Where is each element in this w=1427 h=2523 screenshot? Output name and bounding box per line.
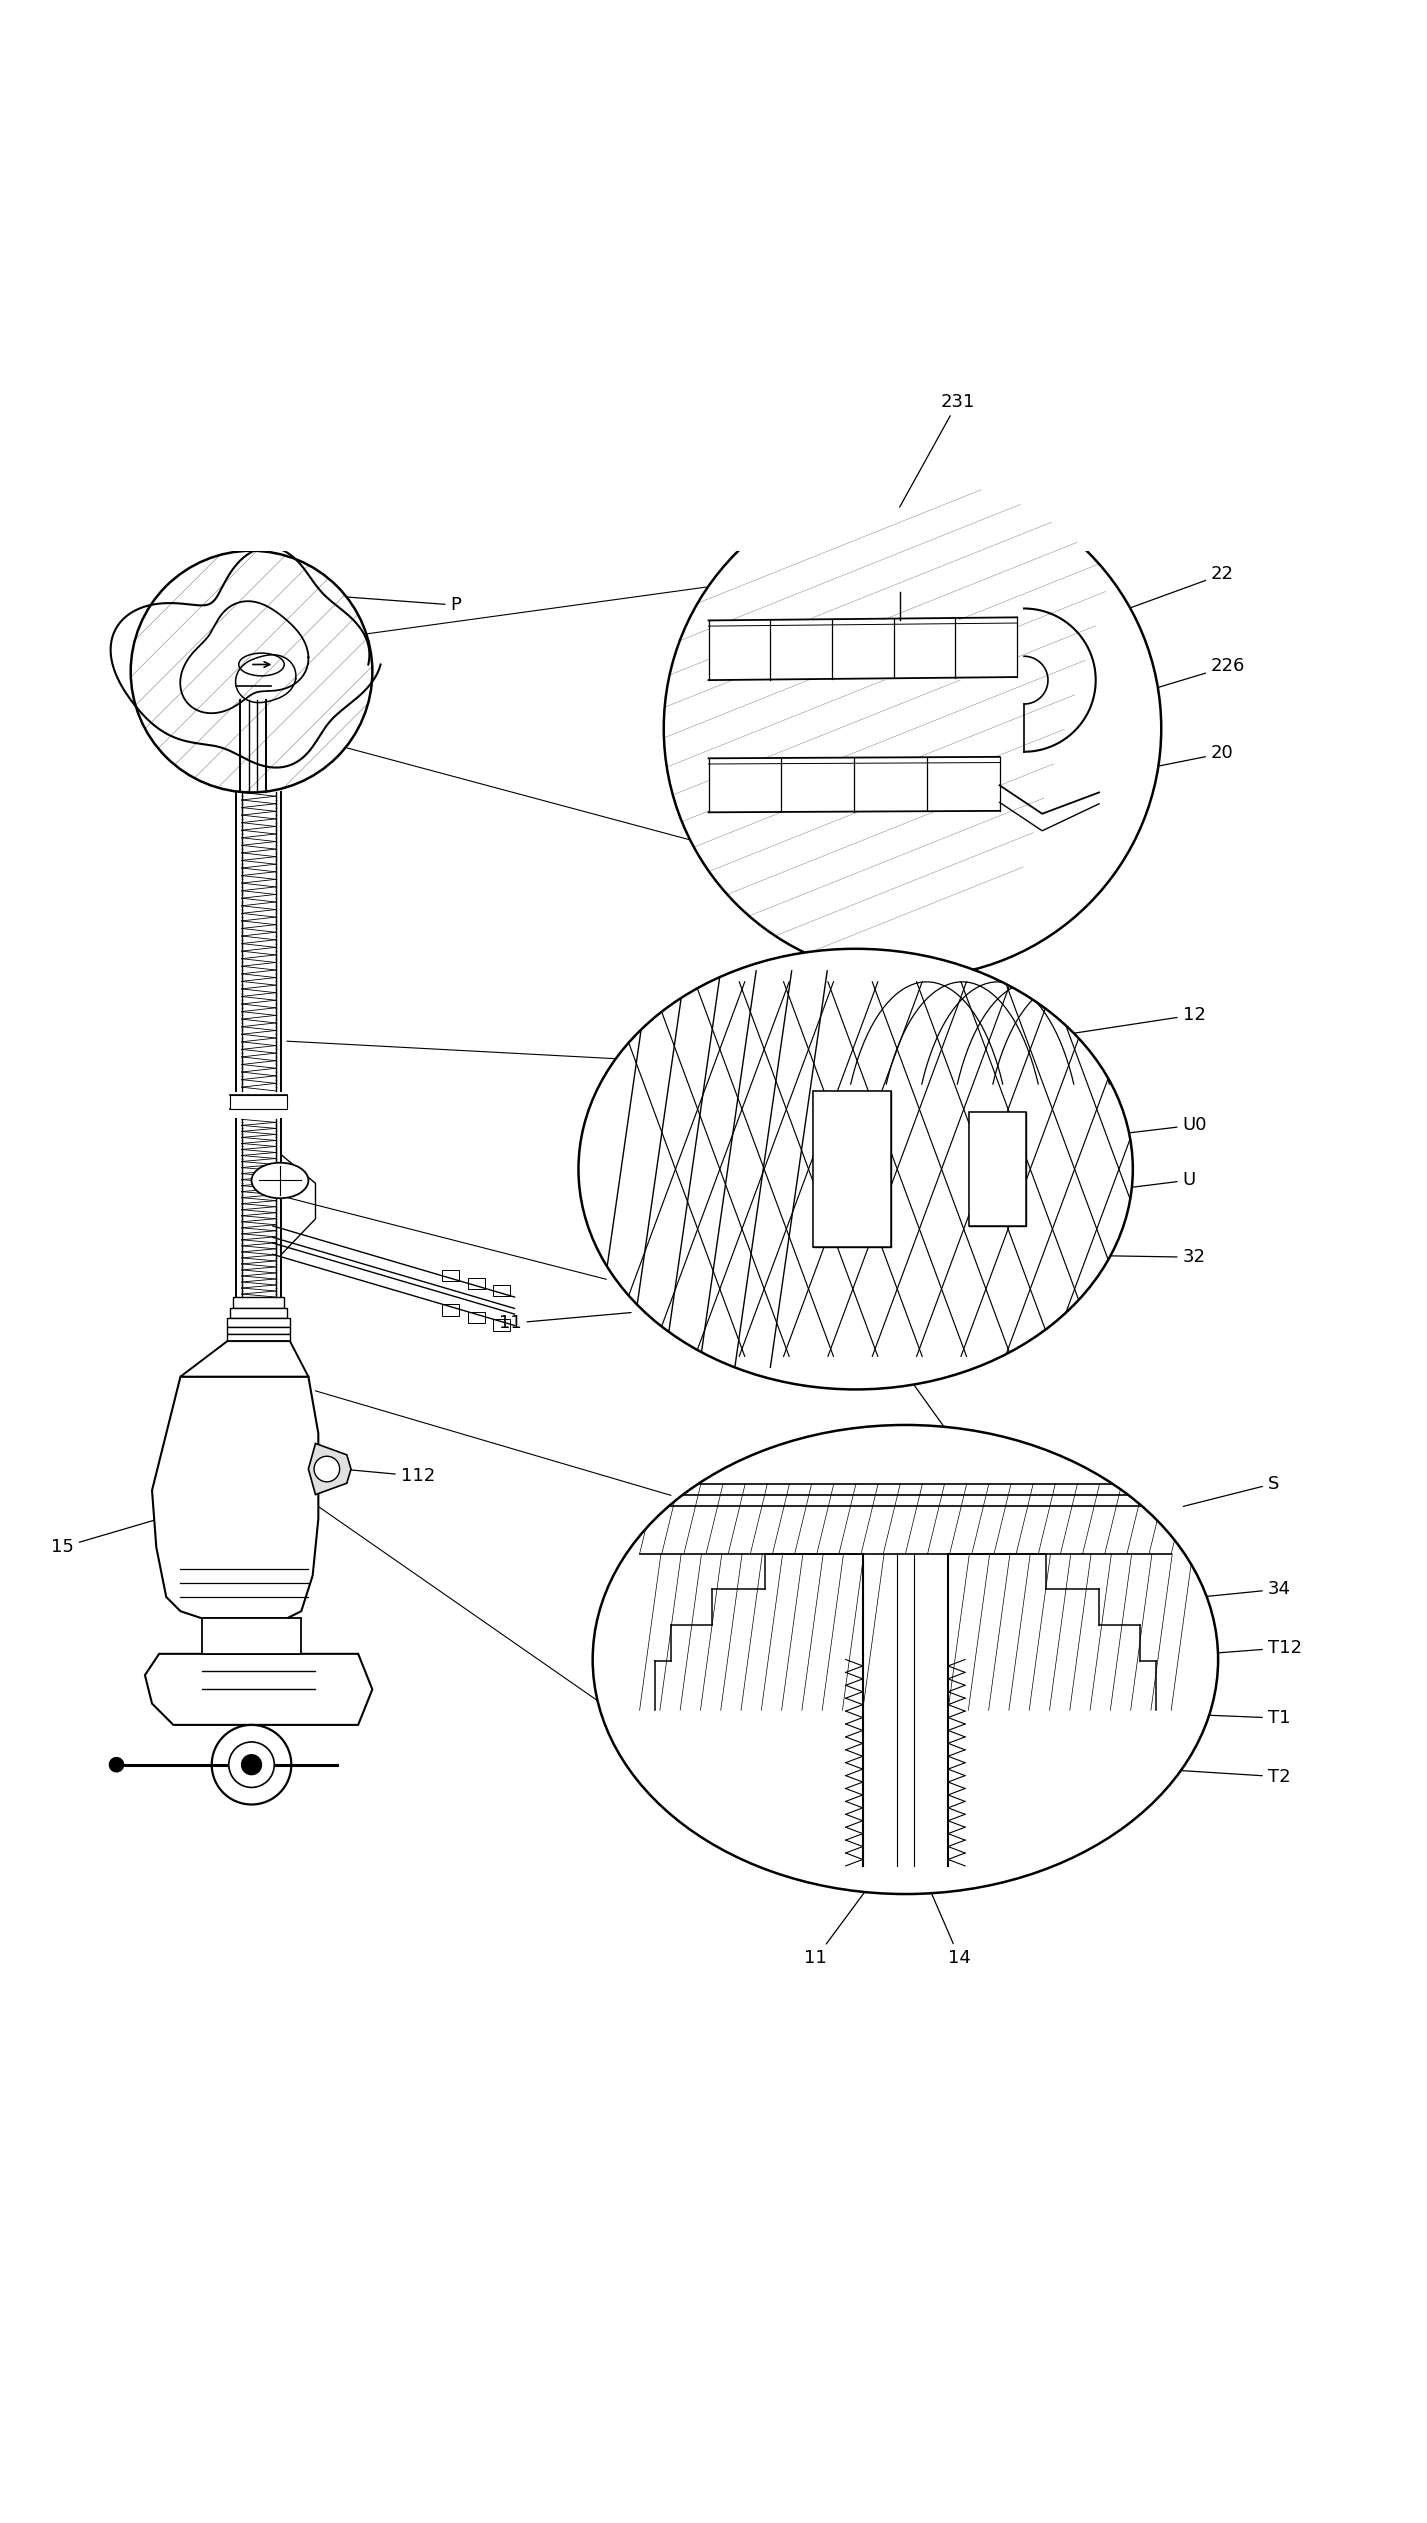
Text: T1: T1 — [1112, 1708, 1290, 1728]
Text: S: S — [1183, 1473, 1279, 1506]
Text: 112: 112 — [344, 1468, 435, 1486]
Bar — [494, 1320, 511, 1330]
Circle shape — [241, 1753, 261, 1774]
Bar — [468, 1312, 485, 1322]
Text: 32: 32 — [1025, 1249, 1206, 1267]
Bar — [494, 1284, 511, 1297]
Bar — [468, 1277, 485, 1289]
Text: T2: T2 — [1096, 1766, 1290, 1786]
Bar — [227, 1327, 290, 1335]
Polygon shape — [180, 1342, 308, 1378]
Bar — [813, 1090, 892, 1246]
Polygon shape — [146, 1653, 372, 1726]
Text: 130: 130 — [900, 1365, 975, 1456]
Text: P: P — [297, 593, 461, 613]
Circle shape — [664, 479, 1162, 976]
Ellipse shape — [592, 1425, 1219, 1895]
Polygon shape — [308, 1443, 351, 1494]
Text: 12: 12 — [1053, 1007, 1206, 1037]
Text: 226: 226 — [1119, 659, 1246, 699]
Bar — [227, 1320, 290, 1327]
Text: 34: 34 — [1164, 1579, 1291, 1600]
Text: 14: 14 — [920, 1870, 970, 1968]
Text: 11: 11 — [499, 1312, 631, 1332]
Text: 21: 21 — [828, 918, 855, 1042]
Text: 11: 11 — [805, 1867, 882, 1968]
Text: U0: U0 — [1066, 1115, 1207, 1140]
Text: 15: 15 — [51, 1519, 157, 1557]
Ellipse shape — [251, 1163, 308, 1198]
Bar — [813, 1090, 892, 1246]
Circle shape — [228, 1741, 274, 1786]
Bar — [230, 1309, 287, 1320]
Circle shape — [131, 550, 372, 792]
Text: 20: 20 — [1065, 744, 1234, 785]
Bar — [201, 1617, 301, 1653]
Bar — [969, 1113, 1026, 1226]
Circle shape — [314, 1456, 340, 1481]
Text: T12: T12 — [1133, 1640, 1301, 1660]
Bar — [233, 1297, 284, 1309]
Text: 22: 22 — [1109, 565, 1234, 616]
Circle shape — [110, 1759, 124, 1771]
Text: 231: 231 — [899, 394, 975, 507]
Circle shape — [211, 1726, 291, 1804]
Text: U: U — [1053, 1171, 1196, 1198]
Bar — [709, 759, 999, 812]
Ellipse shape — [578, 949, 1133, 1390]
Bar — [227, 1335, 290, 1342]
Bar — [709, 621, 1017, 681]
Polygon shape — [153, 1378, 318, 1617]
Bar — [230, 1095, 287, 1110]
Bar — [969, 1113, 1026, 1226]
Bar — [442, 1304, 459, 1314]
Bar — [442, 1269, 459, 1282]
